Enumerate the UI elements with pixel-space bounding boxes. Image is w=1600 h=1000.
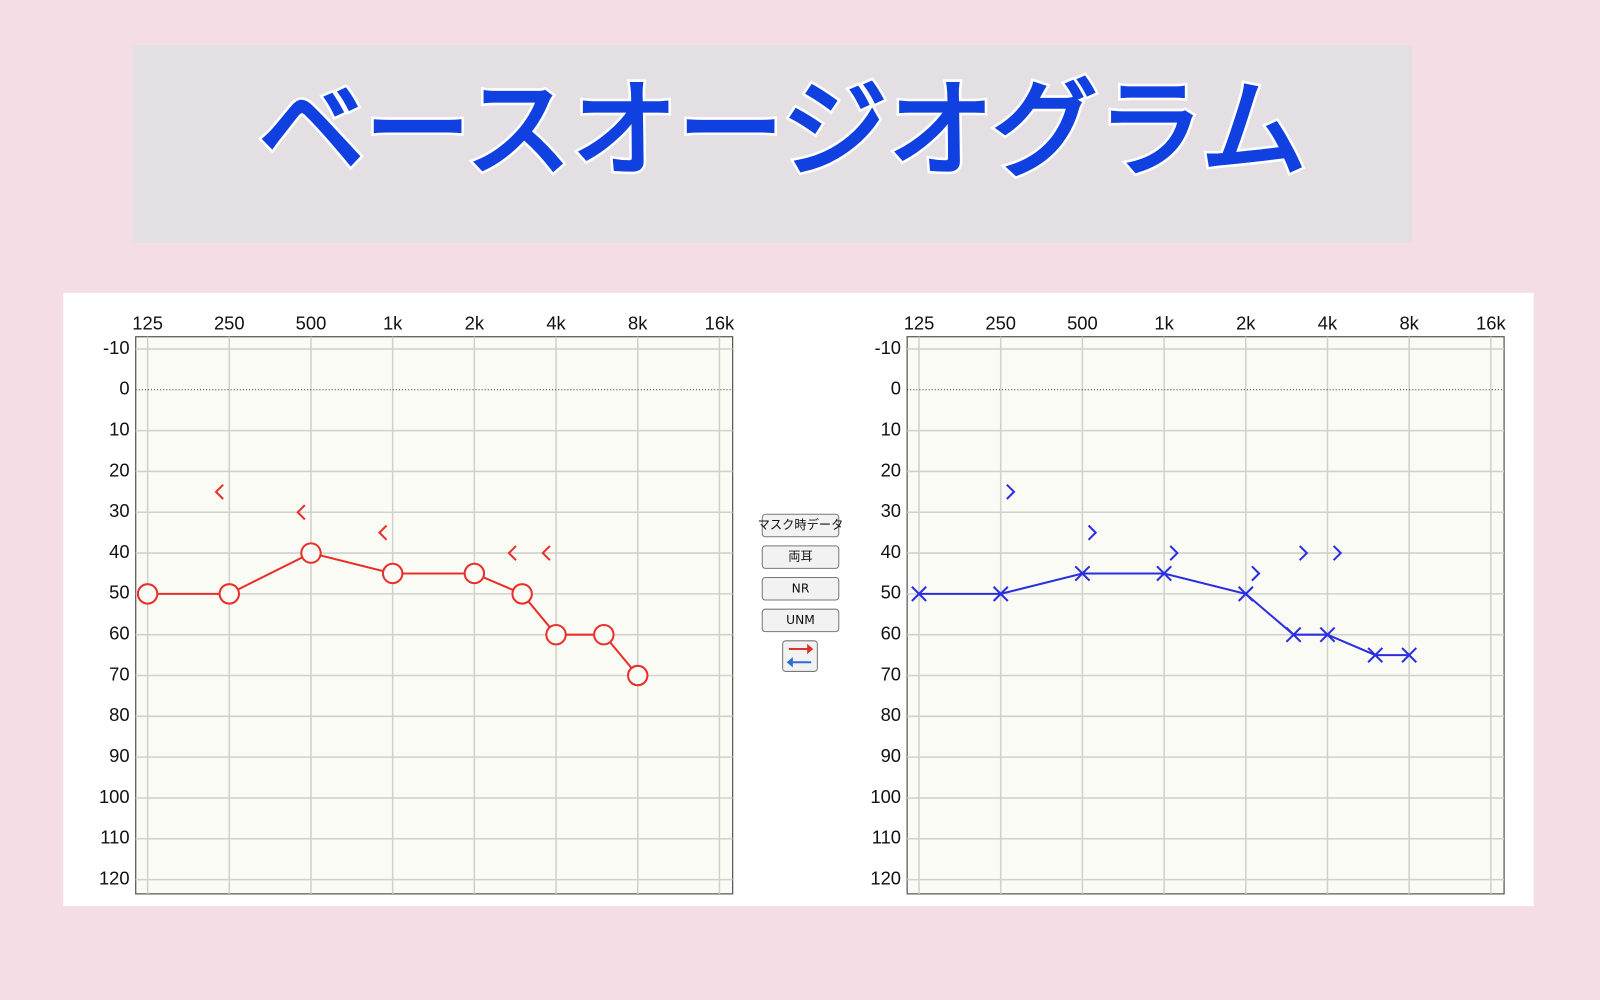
y-tick-label: 0	[119, 378, 129, 399]
y-tick-label: 40	[109, 541, 129, 562]
x-tick-label: 2k	[465, 312, 485, 333]
bone-marker	[1006, 483, 1016, 500]
page-title: ベースオージオグラム	[258, 69, 1306, 193]
air-marker	[381, 562, 404, 585]
y-tick-label: 60	[109, 623, 129, 644]
plot-area	[906, 336, 1505, 895]
y-tick-label: 110	[100, 827, 129, 848]
x-tick-label: 500	[296, 312, 327, 333]
bone-marker	[1251, 565, 1261, 582]
x-tick-label: 2k	[1236, 312, 1256, 333]
air-marker	[1319, 626, 1336, 643]
title-box	[132, 44, 1413, 243]
arrow-left	[786, 657, 812, 668]
x-tick-label: 250	[985, 312, 1016, 333]
y-tick-label: -10	[103, 337, 130, 358]
air-marker	[300, 542, 322, 564]
button[interactable]	[761, 513, 840, 538]
bone-marker	[296, 504, 306, 521]
x-tick-label: 250	[214, 312, 245, 333]
button-label[interactable]: 両耳	[788, 550, 812, 564]
y-tick-label: 80	[109, 704, 129, 725]
bone-marker	[1298, 545, 1309, 561]
y-tick-label: 120	[99, 867, 130, 888]
x-tick-label: 8k	[1399, 312, 1419, 333]
plot-area	[135, 336, 734, 895]
y-tick-label: 20	[881, 459, 901, 480]
x-tick-label: 125	[132, 312, 163, 333]
y-tick-label: 120	[870, 867, 901, 888]
air-marker	[1074, 565, 1091, 582]
button[interactable]	[761, 545, 840, 569]
y-tick-label: -10	[874, 337, 901, 358]
button-label[interactable]: NR	[792, 581, 810, 595]
y-tick-label: 70	[109, 663, 129, 684]
audiogram: 125 250 500 1k 2k 4k 8k 16k -10 0 10 20 30 40 50 60 70 80…	[99, 312, 735, 895]
y-tick-label: 50	[109, 582, 129, 603]
bone-marker	[1087, 524, 1098, 541]
air-marker	[218, 583, 241, 605]
x-tick-label: 16k	[1476, 312, 1506, 333]
bone-marker	[507, 545, 517, 561]
bone-marker	[541, 545, 551, 561]
y-tick-label: 0	[891, 378, 901, 399]
button-label[interactable]: UNM	[786, 613, 815, 627]
y-tick-label: 50	[881, 582, 901, 603]
y-tick-label: 90	[109, 745, 129, 766]
air-marker	[511, 583, 533, 605]
air-marker	[1156, 565, 1172, 582]
y-tick-label: 90	[881, 745, 901, 766]
air-marker	[627, 664, 649, 687]
x-tick-label: 500	[1067, 312, 1098, 333]
air-marker	[136, 583, 159, 605]
bone-marker	[214, 483, 224, 500]
air-marker	[463, 562, 486, 585]
air-marker	[1367, 647, 1384, 663]
air-marker	[992, 586, 1009, 602]
bone-marker	[1332, 545, 1343, 561]
bone-marker	[377, 524, 388, 541]
y-tick-label: 30	[109, 500, 129, 521]
x-tick-label: 125	[904, 312, 935, 333]
bone-marker	[1169, 545, 1179, 561]
y-tick-label: 100	[99, 786, 130, 807]
button-label[interactable]: マスク時データ	[758, 517, 844, 532]
air-marker	[911, 586, 927, 602]
x-tick-label: 16k	[705, 312, 735, 333]
x-tick-label: 4k	[1318, 312, 1338, 333]
x-tick-label: 1k	[383, 312, 403, 333]
arrow-right	[788, 643, 814, 655]
air-marker	[545, 623, 567, 646]
y-tick-label: 10	[881, 418, 901, 439]
y-tick-label: 60	[881, 623, 901, 644]
y-tick-label: 100	[870, 786, 901, 807]
x-tick-label: 4k	[546, 312, 566, 333]
y-tick-label: 80	[881, 704, 901, 725]
button[interactable]	[761, 577, 840, 601]
y-tick-label: 20	[109, 459, 129, 480]
button[interactable]	[761, 608, 840, 633]
audiogram: 125 250 500 1k 2k 4k 8k 16k -10 0 10 20 30 40 50 60 70 80…	[870, 312, 1506, 895]
y-tick-label: 10	[109, 418, 129, 439]
x-tick-label: 1k	[1154, 312, 1174, 333]
y-tick-label: 30	[881, 500, 901, 521]
air-marker	[1237, 586, 1254, 602]
y-tick-label: 70	[881, 663, 901, 684]
y-tick-label: 110	[872, 827, 901, 848]
x-tick-label: 8k	[628, 312, 648, 333]
y-tick-label: 40	[881, 541, 901, 562]
button-group: マスク時データ 両耳 NR UNM	[758, 513, 844, 672]
air-marker	[593, 623, 615, 646]
swap-button[interactable]	[782, 640, 818, 672]
swap-button-frame[interactable]	[782, 640, 818, 672]
air-marker	[1401, 647, 1418, 663]
air-marker	[1285, 626, 1302, 643]
